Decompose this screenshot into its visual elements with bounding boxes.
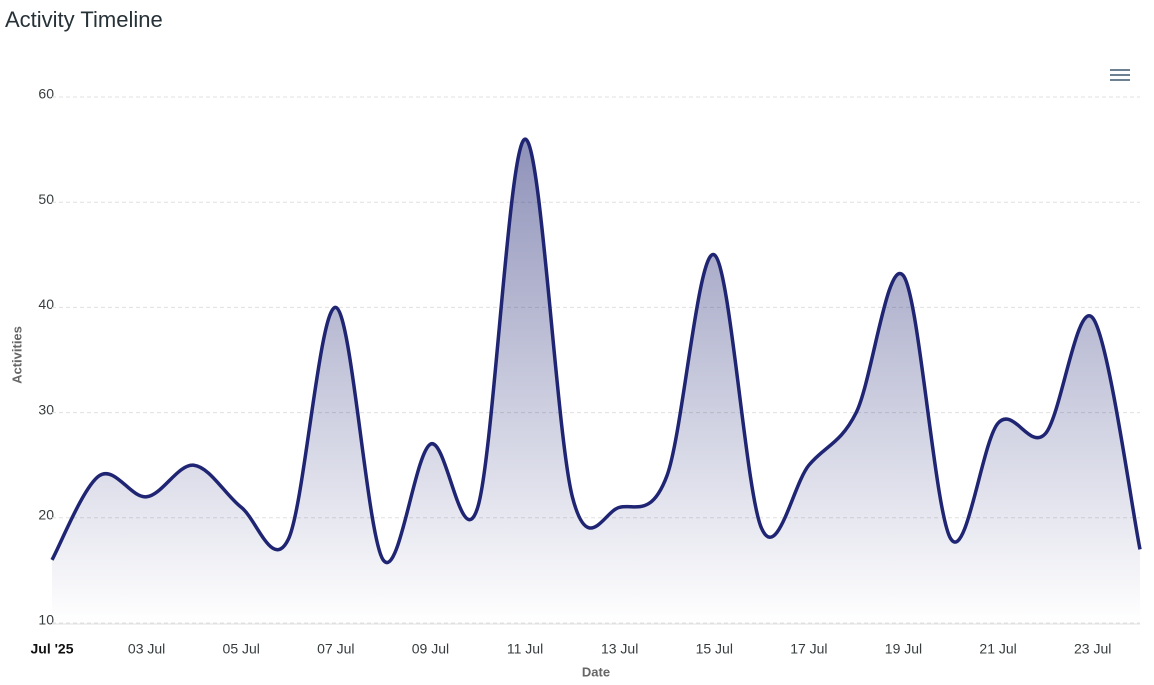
x-tick-label: 03 Jul xyxy=(128,641,165,657)
x-tick-label: 05 Jul xyxy=(223,641,260,657)
menu-icon[interactable] xyxy=(1104,62,1134,88)
x-tick-label: 19 Jul xyxy=(885,641,922,657)
y-tick-label: 50 xyxy=(38,191,54,207)
x-tick-label: 09 Jul xyxy=(412,641,449,657)
x-axis-title: Date xyxy=(582,664,610,679)
y-tick-label: 40 xyxy=(38,296,54,312)
x-tick-label: 17 Jul xyxy=(790,641,827,657)
y-tick-label: 10 xyxy=(38,612,54,628)
y-tick-label: 30 xyxy=(38,401,54,417)
chart-title: Activity Timeline xyxy=(5,7,163,32)
y-tick-label: 60 xyxy=(38,86,54,102)
x-tick-label: 15 Jul xyxy=(696,641,733,657)
line xyxy=(50,137,1142,565)
x-tick-label: 23 Jul xyxy=(1074,641,1111,657)
x-tick-label: 07 Jul xyxy=(317,641,354,657)
x-tick-label: 13 Jul xyxy=(601,641,638,657)
y-axis-title: Activities xyxy=(9,326,24,384)
x-tick-label: Jul '25 xyxy=(30,641,73,657)
y-tick-label: 20 xyxy=(38,507,54,523)
area-fill xyxy=(52,139,1140,623)
x-tick-label: 11 Jul xyxy=(507,641,543,657)
x-tick-label: 21 Jul xyxy=(979,641,1016,657)
